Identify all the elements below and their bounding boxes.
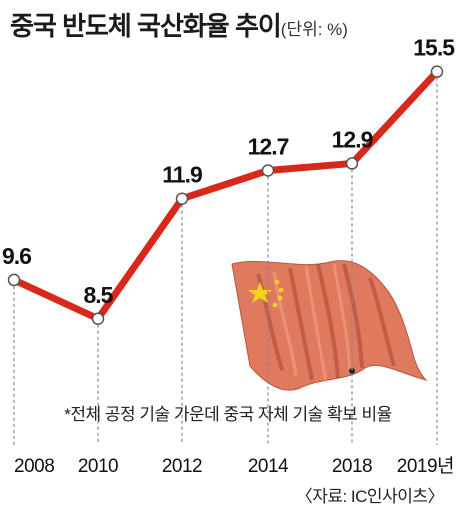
data-point-2 bbox=[175, 192, 189, 205]
data-point-4 bbox=[345, 157, 359, 170]
x-tick-0: 2008 bbox=[14, 456, 54, 477]
value-label-2: 11.9 bbox=[162, 162, 202, 188]
source-label: 〈자료: IC인사이츠〉 bbox=[295, 487, 445, 506]
footnote: *전체 공정 기술 가운데 중국 자체 기술 확보 비율 bbox=[64, 405, 392, 424]
value-label-1: 8.5 bbox=[84, 282, 114, 308]
x-tick-2: 2012 bbox=[162, 456, 202, 477]
data-point-1 bbox=[91, 312, 105, 325]
x-tick-1: 2010 bbox=[78, 456, 118, 477]
x-tick-5: 2019년 bbox=[397, 455, 454, 477]
data-point-0 bbox=[7, 273, 21, 287]
series-line bbox=[10, 68, 441, 323]
data-markers bbox=[7, 65, 444, 325]
chart-title: 중국 반도체 국산화율 추이(단위: %) bbox=[10, 6, 348, 43]
series-line-group bbox=[10, 68, 441, 323]
china-flag-illustration bbox=[231, 260, 428, 391]
chart-title-text: 중국 반도체 국산화율 추이 bbox=[10, 11, 282, 41]
data-point-3 bbox=[261, 164, 275, 177]
value-label-3: 12.7 bbox=[248, 133, 289, 159]
x-tick-3: 2014 bbox=[248, 456, 289, 477]
unit-label: (단위: %) bbox=[280, 20, 348, 39]
drop-lines bbox=[13, 77, 438, 445]
x-tick-4: 2018 bbox=[332, 456, 372, 477]
data-point-5 bbox=[430, 65, 444, 78]
value-labels: 9.6 8.5 11.9 12.7 12.9 15.5 bbox=[2, 35, 456, 308]
x-tick-labels: 2008 2010 2012 2014 2018 2019년 bbox=[14, 455, 455, 477]
value-label-4: 12.9 bbox=[332, 126, 373, 152]
value-label-5: 15.5 bbox=[413, 35, 455, 61]
value-label-0: 9.6 bbox=[2, 243, 31, 269]
